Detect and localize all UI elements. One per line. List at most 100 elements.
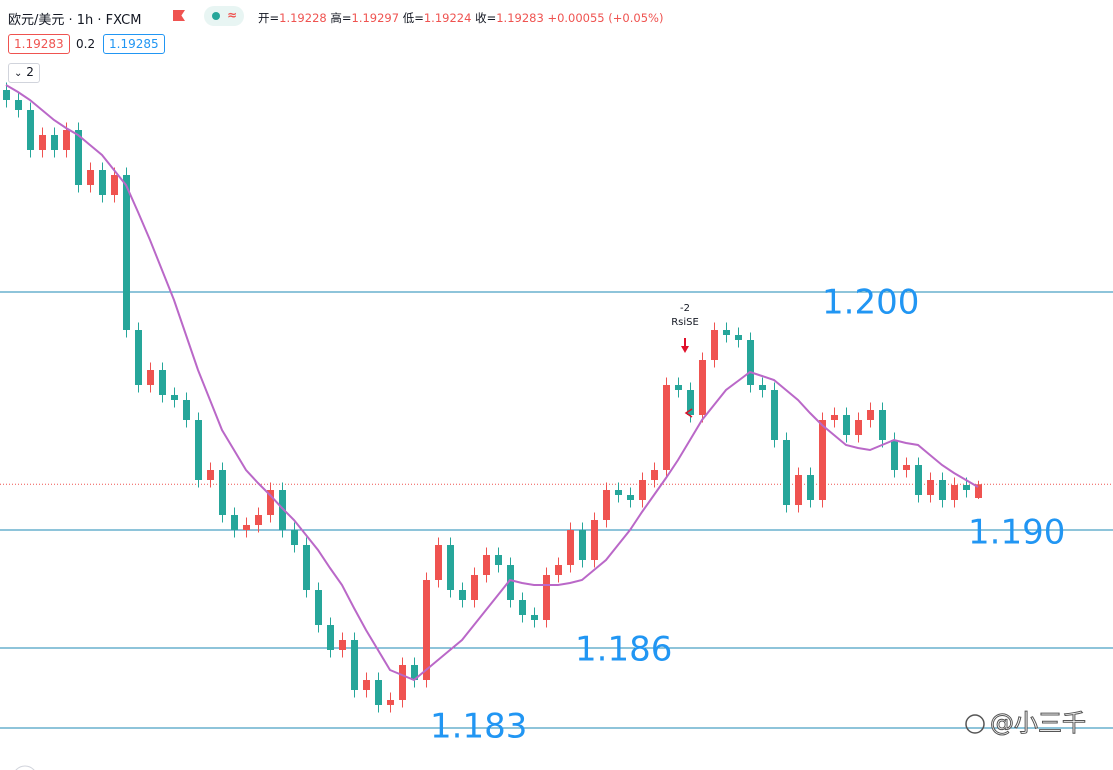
- candle-body: [387, 700, 394, 705]
- candle-body: [891, 440, 898, 470]
- candle-body: [39, 135, 46, 150]
- candle-body: [255, 515, 262, 525]
- candle-body: [27, 110, 34, 150]
- candle-body: [567, 530, 574, 565]
- candle-body: [963, 485, 970, 490]
- candle-body: [123, 175, 130, 330]
- candle-body: [795, 475, 802, 505]
- ask-button[interactable]: 1.19285: [103, 34, 165, 54]
- candle-body: [915, 465, 922, 495]
- candle-body: [819, 420, 826, 500]
- signal-arrow: [681, 338, 689, 353]
- candle-body: [939, 480, 946, 500]
- chevron: ⌄: [14, 68, 23, 79]
- candle-body: [543, 575, 550, 620]
- ohlc-label: 收=: [475, 11, 497, 25]
- signal-marker: [684, 408, 693, 418]
- candle-body: [483, 555, 490, 575]
- status-dot: [212, 12, 220, 20]
- level-label: 1.183: [430, 707, 527, 747]
- candle-body: [447, 545, 454, 590]
- candle-body: [351, 640, 358, 690]
- signal-label: RsiSE: [671, 317, 699, 328]
- candle-body: [555, 565, 562, 575]
- candle-body: [147, 370, 154, 385]
- candle-body: [975, 484, 982, 498]
- candle-body: [423, 580, 430, 680]
- candle-body: [111, 175, 118, 195]
- candle-body: [855, 420, 862, 435]
- candle-body: [507, 565, 514, 600]
- moving-average: [5, 84, 979, 682]
- candle-body: [195, 420, 202, 480]
- candle-body: [651, 470, 658, 480]
- ohlc-value: 1.19283: [496, 11, 544, 25]
- candle-body: [291, 530, 298, 545]
- ohlc-label: 开=: [258, 11, 280, 25]
- candle-body: [927, 480, 934, 495]
- candle-body: [759, 385, 766, 390]
- candle-body: [687, 390, 694, 415]
- candle-body: [747, 340, 754, 385]
- ohlc: 开=1.19228 高=1.19297 低=1.19224 收=1.19283 …: [258, 10, 663, 26]
- candle-body: [99, 170, 106, 195]
- flag-icon[interactable]: [173, 10, 185, 21]
- candle-body: [135, 330, 142, 385]
- candle-body: [207, 470, 214, 480]
- candle-body: [579, 530, 586, 560]
- candle-body: [243, 525, 250, 530]
- candle-body: [663, 385, 670, 470]
- candle-body: [363, 680, 370, 690]
- candle-body: [591, 520, 598, 560]
- candle-body: [807, 475, 814, 500]
- watermark-icon: [965, 714, 985, 734]
- candle-body: [519, 600, 526, 615]
- candle-body: [171, 395, 178, 400]
- candle-body: [459, 590, 466, 600]
- candle-body: [471, 575, 478, 600]
- candle-body: [411, 665, 418, 680]
- candle-body: [219, 470, 226, 515]
- candle-body: [843, 415, 850, 435]
- candle-body: [699, 360, 706, 415]
- candle-body: [639, 480, 646, 500]
- candle-body: [231, 515, 238, 530]
- candle-body: [375, 680, 382, 705]
- candle-body: [531, 615, 538, 620]
- candle-body: [867, 410, 874, 420]
- change: +0.00055 (+0.05%): [547, 11, 664, 25]
- candle-body: [603, 490, 610, 520]
- candle-body: [879, 410, 886, 440]
- candle-body: [615, 490, 622, 495]
- candle-body: [675, 385, 682, 390]
- candle-body: [159, 370, 166, 395]
- candle-body: [63, 130, 70, 150]
- collapse-button[interactable]: ⌄ 2: [8, 63, 40, 83]
- bid-button[interactable]: 1.19283: [8, 34, 70, 54]
- candle-body: [339, 640, 346, 650]
- candle-body: [327, 625, 334, 650]
- level-label: 1.200: [822, 283, 919, 323]
- candle-body: [399, 665, 406, 700]
- level-label: 1.190: [968, 513, 1065, 553]
- candle-body: [903, 465, 910, 470]
- candle-body: [951, 485, 958, 500]
- symbol[interactable]: 欧元/美元 · 1h · FXCM: [8, 13, 142, 28]
- candle-body: [711, 330, 718, 360]
- ohlc-value: 1.19224: [423, 11, 472, 25]
- toggle[interactable]: ≈: [204, 6, 244, 26]
- collapse-count: 2: [26, 65, 34, 79]
- candle-body: [183, 400, 190, 420]
- candle-body: [435, 545, 442, 580]
- watermark: @小三千: [990, 709, 1086, 737]
- candle-body: [723, 330, 730, 335]
- spread: 0.2: [76, 37, 96, 51]
- ohlc-value: 1.19228: [279, 11, 327, 25]
- candle-body: [831, 415, 838, 420]
- ohlc-label: 高=: [330, 11, 352, 25]
- candle-body: [87, 170, 94, 185]
- corner-button: [15, 765, 35, 770]
- toggle-icon: ≈: [227, 8, 238, 22]
- candle-body: [315, 590, 322, 625]
